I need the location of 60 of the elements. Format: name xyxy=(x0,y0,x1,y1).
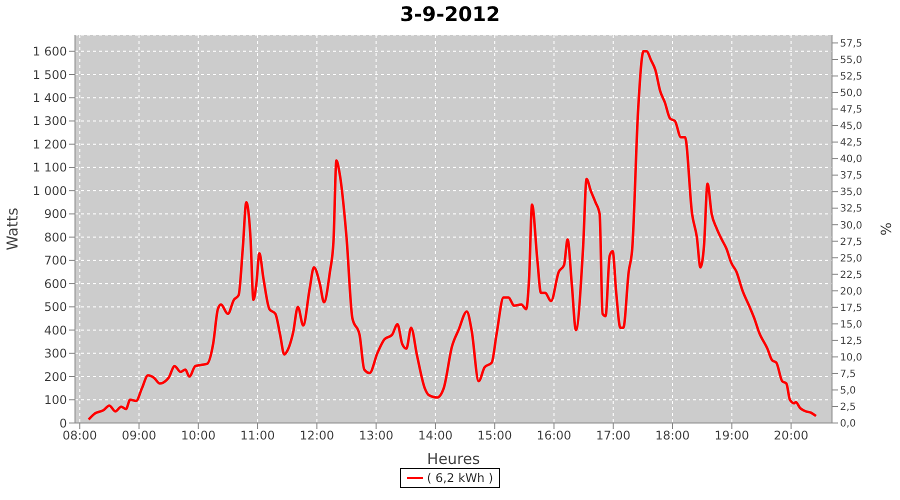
y2-tick-label: 15,0 xyxy=(840,319,862,330)
y-tick-label: 1 600 xyxy=(32,44,67,59)
y-tick-label: 400 xyxy=(44,323,67,338)
x-tick-label: 17:00 xyxy=(596,428,631,443)
y-tick-label: 200 xyxy=(44,370,67,384)
y-tick-label: 1 000 xyxy=(32,184,67,198)
y2-tick-label: 10,0 xyxy=(840,352,862,364)
y2-tick-label: 25,0 xyxy=(840,253,862,264)
x-tick-label: 09:00 xyxy=(122,428,156,443)
y-tick-label: 700 xyxy=(44,254,67,268)
line-series xyxy=(87,50,818,421)
x-tick-label: 12:00 xyxy=(300,428,334,443)
y-tick-label: 100 xyxy=(44,393,67,408)
y-tick-label: 1 300 xyxy=(32,114,67,128)
y2-tick-label: 32,5 xyxy=(840,204,862,215)
y2-tick-label: 35,0 xyxy=(840,187,862,198)
y2-tick-label: 47,5 xyxy=(840,104,862,116)
x-tick-label: 18:00 xyxy=(655,428,690,443)
y2-tick-label: 57,5 xyxy=(840,38,862,50)
chart-title: 3-9-2012 xyxy=(398,2,502,26)
y-tick-label: 900 xyxy=(44,207,67,222)
y2-tick-label: 27,5 xyxy=(840,236,862,248)
x-tick-label: 08:00 xyxy=(62,428,98,443)
y2-tick-label: 42,5 xyxy=(840,138,862,149)
x-axis-title: Heures xyxy=(427,450,480,468)
y2-tick-label: 50,0 xyxy=(840,88,862,100)
y2-tick-label: 20,0 xyxy=(840,286,862,298)
x-tick-label: 16:00 xyxy=(536,428,572,443)
y-tick-label: 300 xyxy=(44,346,67,361)
y2-tick-label: 52,5 xyxy=(840,72,862,83)
x-tick-label: 14:00 xyxy=(418,428,453,443)
y2-tick-label: 22,5 xyxy=(840,270,862,281)
y2-tick-label: 55,0 xyxy=(840,55,862,66)
y2-tick-label: 17,5 xyxy=(840,302,862,314)
y-tick-label: 600 xyxy=(44,276,67,291)
y2-tick-label: 7,5 xyxy=(840,368,856,380)
x-tick-label: 11:00 xyxy=(240,428,275,443)
legend-label: ( 6,2 kWh ) xyxy=(426,471,494,485)
x-tick-label: 20:00 xyxy=(774,428,808,443)
x-tick-label: 10:00 xyxy=(181,428,216,443)
y-axis-title: Watts xyxy=(3,208,22,250)
y2-tick-label: 5,0 xyxy=(840,386,856,396)
y2-tick-label: 30,0 xyxy=(840,220,862,232)
y2-tick-label: 12,5 xyxy=(840,336,862,347)
x-tick-label: 15:00 xyxy=(477,428,512,443)
y2-tick-label: 45,0 xyxy=(840,121,862,132)
y2-axis-title: % xyxy=(878,222,895,236)
y-tick-label: 1 100 xyxy=(32,160,67,175)
y2-tick-label: 37,5 xyxy=(840,170,862,182)
y-tick-label: 500 xyxy=(44,300,67,314)
y-tick-label: 0 xyxy=(59,416,67,430)
y-tick-label: 1 500 xyxy=(32,68,67,82)
x-tick-label: 13:00 xyxy=(358,428,394,443)
x-tick-label: 19:00 xyxy=(714,428,750,443)
y2-tick-label: 40,0 xyxy=(840,154,862,166)
y-tick-label: 800 xyxy=(44,230,67,244)
y2-tick-label: 0,0 xyxy=(840,418,856,430)
y-tick-label: 1 400 xyxy=(32,90,67,105)
y2-tick-label: 2,5 xyxy=(840,402,856,414)
y-tick-label: 1 200 xyxy=(32,137,67,152)
